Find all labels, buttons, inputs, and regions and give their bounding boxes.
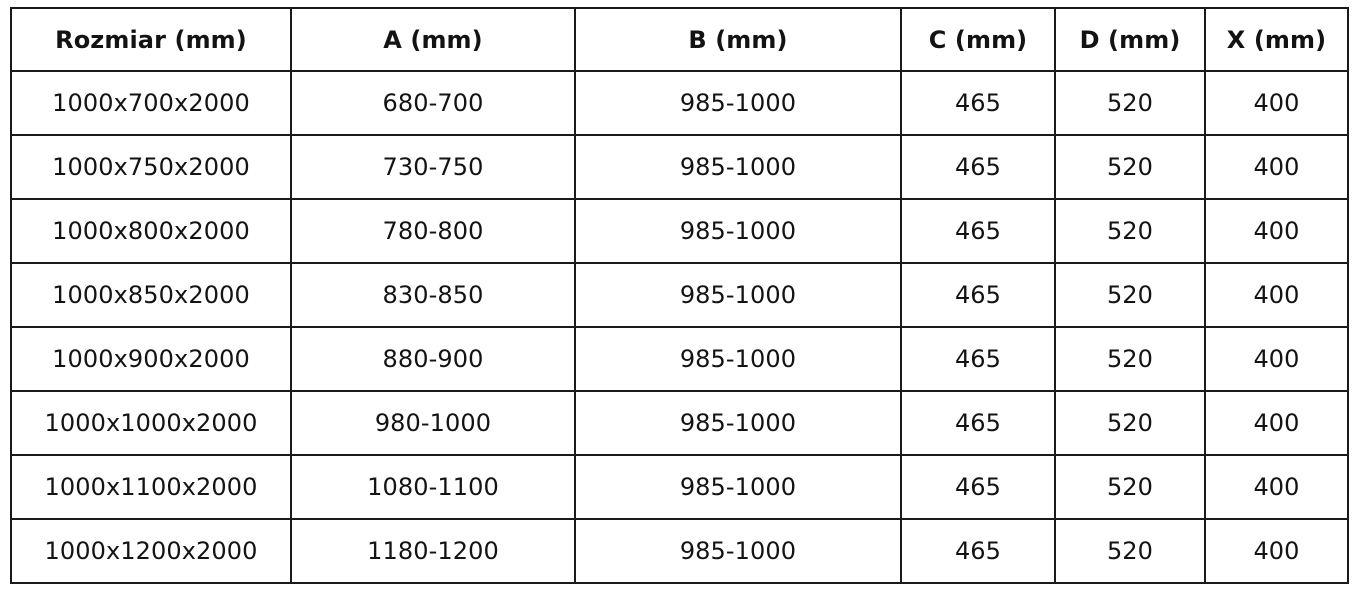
cell-rozmiar: 1000x900x2000 xyxy=(10,326,292,392)
cell-a: 830-850 xyxy=(290,262,576,328)
cell-a: 1180-1200 xyxy=(290,518,576,584)
cell-d: 520 xyxy=(1054,134,1206,200)
cell-b: 985-1000 xyxy=(574,390,902,456)
cell-c: 465 xyxy=(900,70,1056,136)
cell-x: 400 xyxy=(1204,262,1349,328)
cell-rozmiar: 1000x1100x2000 xyxy=(10,454,292,520)
cell-rozmiar: 1000x800x2000 xyxy=(10,198,292,264)
cell-d: 520 xyxy=(1054,198,1206,264)
table-header-row: Rozmiar (mm) A (mm) B (mm) C (mm) D (mm)… xyxy=(10,7,1349,72)
cell-b: 985-1000 xyxy=(574,198,902,264)
cell-a: 980-1000 xyxy=(290,390,576,456)
cell-b: 985-1000 xyxy=(574,134,902,200)
cell-b: 985-1000 xyxy=(574,454,902,520)
cell-c: 465 xyxy=(900,454,1056,520)
cell-a: 880-900 xyxy=(290,326,576,392)
table-row: 1000x1000x2000 980-1000 985-1000 465 520… xyxy=(10,390,1349,456)
column-header-d: D (mm) xyxy=(1054,7,1206,72)
table-row: 1000x800x2000 780-800 985-1000 465 520 4… xyxy=(10,198,1349,264)
cell-c: 465 xyxy=(900,262,1056,328)
specification-table: Rozmiar (mm) A (mm) B (mm) C (mm) D (mm)… xyxy=(10,7,1349,584)
column-header-b: B (mm) xyxy=(574,7,902,72)
cell-d: 520 xyxy=(1054,390,1206,456)
cell-rozmiar: 1000x850x2000 xyxy=(10,262,292,328)
table-row: 1000x1100x2000 1080-1100 985-1000 465 52… xyxy=(10,454,1349,520)
cell-a: 1080-1100 xyxy=(290,454,576,520)
cell-d: 520 xyxy=(1054,454,1206,520)
cell-rozmiar: 1000x700x2000 xyxy=(10,70,292,136)
cell-x: 400 xyxy=(1204,134,1349,200)
cell-x: 400 xyxy=(1204,454,1349,520)
cell-x: 400 xyxy=(1204,198,1349,264)
specification-table-container: Rozmiar (mm) A (mm) B (mm) C (mm) D (mm)… xyxy=(10,7,1349,584)
cell-x: 400 xyxy=(1204,518,1349,584)
column-header-rozmiar: Rozmiar (mm) xyxy=(10,7,292,72)
cell-d: 520 xyxy=(1054,518,1206,584)
cell-d: 520 xyxy=(1054,262,1206,328)
column-header-a: A (mm) xyxy=(290,7,576,72)
cell-d: 520 xyxy=(1054,326,1206,392)
cell-b: 985-1000 xyxy=(574,518,902,584)
cell-a: 730-750 xyxy=(290,134,576,200)
cell-b: 985-1000 xyxy=(574,70,902,136)
cell-c: 465 xyxy=(900,326,1056,392)
table-body: 1000x700x2000 680-700 985-1000 465 520 4… xyxy=(10,70,1349,584)
cell-rozmiar: 1000x750x2000 xyxy=(10,134,292,200)
cell-c: 465 xyxy=(900,390,1056,456)
cell-rozmiar: 1000x1000x2000 xyxy=(10,390,292,456)
cell-a: 780-800 xyxy=(290,198,576,264)
table-row: 1000x900x2000 880-900 985-1000 465 520 4… xyxy=(10,326,1349,392)
column-header-c: C (mm) xyxy=(900,7,1056,72)
table-row: 1000x1200x2000 1180-1200 985-1000 465 52… xyxy=(10,518,1349,584)
cell-b: 985-1000 xyxy=(574,262,902,328)
cell-c: 465 xyxy=(900,518,1056,584)
cell-rozmiar: 1000x1200x2000 xyxy=(10,518,292,584)
table-header: Rozmiar (mm) A (mm) B (mm) C (mm) D (mm)… xyxy=(10,7,1349,72)
column-header-x: X (mm) xyxy=(1204,7,1349,72)
cell-b: 985-1000 xyxy=(574,326,902,392)
cell-x: 400 xyxy=(1204,70,1349,136)
cell-c: 465 xyxy=(900,198,1056,264)
cell-c: 465 xyxy=(900,134,1056,200)
table-row: 1000x850x2000 830-850 985-1000 465 520 4… xyxy=(10,262,1349,328)
table-row: 1000x700x2000 680-700 985-1000 465 520 4… xyxy=(10,70,1349,136)
table-row: 1000x750x2000 730-750 985-1000 465 520 4… xyxy=(10,134,1349,200)
cell-x: 400 xyxy=(1204,390,1349,456)
cell-d: 520 xyxy=(1054,70,1206,136)
cell-a: 680-700 xyxy=(290,70,576,136)
cell-x: 400 xyxy=(1204,326,1349,392)
